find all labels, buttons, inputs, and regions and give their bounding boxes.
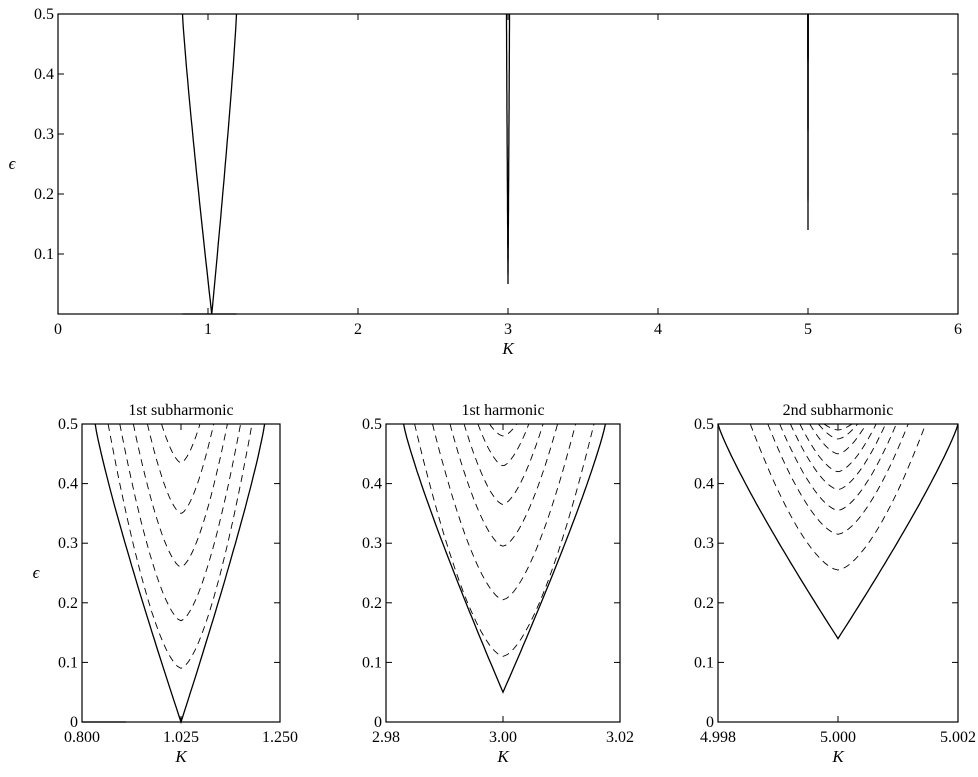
- y-axis-label: ϵ: [33, 563, 41, 582]
- stability-boundary: [402, 423, 607, 694]
- x-axis-label: K: [501, 339, 515, 358]
- panel-0: 0 1 2 3 4 5 6 0.1 0.2 0.3 0.4 0.5 Kϵ: [9, 6, 962, 358]
- y-tick-label: 0.3: [362, 535, 382, 552]
- stability-boundary: [94, 423, 266, 725]
- y-tick-label: 0.4: [362, 476, 382, 493]
- y-tick-label: 0.1: [34, 246, 54, 263]
- panel-1: 1st subharmonic 0.800 1.025 1.250 0 0.1 0.2 0.3…: [33, 402, 298, 766]
- dashed-contour-4: [799, 423, 877, 473]
- y-tick-label: 0.1: [694, 654, 714, 671]
- panel-2: 1st harmonic 2.98 3.00 3.02 0 0.1 0.2 0.3 0.4 0.5…: [362, 402, 634, 766]
- tongue-0: [181, 13, 238, 315]
- dashed-contour-1: [767, 423, 909, 535]
- y-tick-label: 0: [706, 714, 714, 731]
- x-tick-label: 5: [804, 321, 812, 338]
- y-tick-label: 0.5: [362, 416, 382, 433]
- dashed-contour-7: [823, 423, 853, 431]
- dashed-contour-1: [119, 423, 242, 622]
- x-tick-label: 1.250: [262, 729, 298, 746]
- x-tick-label: 3.00: [489, 729, 517, 746]
- x-tick-label: 4: [654, 321, 662, 338]
- tongue-1: [505, 14, 511, 284]
- x-tick-label: 3: [504, 321, 512, 338]
- x-tick-label: 1.025: [163, 729, 199, 746]
- y-tick-label: 0.4: [694, 476, 714, 493]
- y-tick-label: 0.3: [34, 126, 54, 143]
- y-tick-label: 0.2: [362, 595, 382, 612]
- panel-title: 1st harmonic: [461, 402, 544, 419]
- y-tick-label: 0.5: [58, 416, 78, 433]
- y-tick-label: 0.5: [34, 6, 54, 23]
- y-tick-label: 0: [374, 714, 382, 731]
- x-axis-label: K: [496, 747, 510, 766]
- y-tick-label: 0.4: [34, 66, 54, 83]
- panel-title: 2nd subharmonic: [783, 402, 894, 419]
- x-tick-label: 0.800: [64, 729, 100, 746]
- y-axis-label: ϵ: [9, 154, 17, 173]
- y-tick-label: 0.1: [362, 654, 382, 671]
- y-tick-label: 0.4: [58, 476, 78, 493]
- plot-frame: [717, 423, 959, 723]
- x-tick-label: 4.998: [700, 729, 736, 746]
- dashed-contour-2: [132, 423, 228, 568]
- dashed-contour-0: [749, 423, 927, 571]
- y-tick-label: 0.2: [58, 595, 78, 612]
- x-tick-label: 2.98: [372, 729, 400, 746]
- x-tick-label: 1: [204, 321, 212, 338]
- y-tick-label: 0.2: [34, 186, 54, 203]
- dashed-contour-3: [146, 423, 215, 514]
- x-axis-label: K: [831, 747, 845, 766]
- dashed-contour-6: [818, 423, 858, 440]
- y-tick-label: 0.3: [58, 535, 78, 552]
- y-tick-label: 0: [70, 714, 78, 731]
- panel-3: 2nd subharmonic 4.998 5.000 5.002 0 0.1 0.2 0.3…: [694, 402, 976, 766]
- x-tick-label: 2: [354, 321, 362, 338]
- y-tick-label: 0.3: [694, 535, 714, 552]
- dashed-contour-3: [463, 423, 544, 505]
- panel-title: 1st subharmonic: [128, 402, 233, 419]
- x-tick-label: 0: [54, 321, 62, 338]
- dashed-contour-1: [432, 423, 577, 601]
- y-tick-label: 0.5: [694, 416, 714, 433]
- x-tick-label: 5.002: [940, 729, 976, 746]
- plot-frame: [57, 13, 959, 315]
- dashed-contour-5: [489, 423, 518, 437]
- tongue-2: [807, 14, 809, 230]
- dashed-contour-4: [477, 423, 530, 467]
- x-tick-label: 3.02: [606, 729, 634, 746]
- dashed-contour-0: [414, 423, 595, 657]
- dashed-contour-2: [779, 423, 897, 511]
- y-tick-label: 0.1: [58, 654, 78, 671]
- dashed-contour-2: [449, 423, 559, 547]
- x-tick-label: 6: [954, 321, 962, 338]
- y-tick-label: 0.2: [694, 595, 714, 612]
- dashed-contour-0: [107, 423, 253, 669]
- x-tick-label: 5.000: [820, 729, 856, 746]
- stability-boundary: [717, 423, 959, 640]
- plot-frame: [385, 423, 621, 723]
- plot-frame: [81, 423, 281, 723]
- dashed-contour-5: [809, 423, 867, 455]
- x-axis-label: K: [174, 747, 188, 766]
